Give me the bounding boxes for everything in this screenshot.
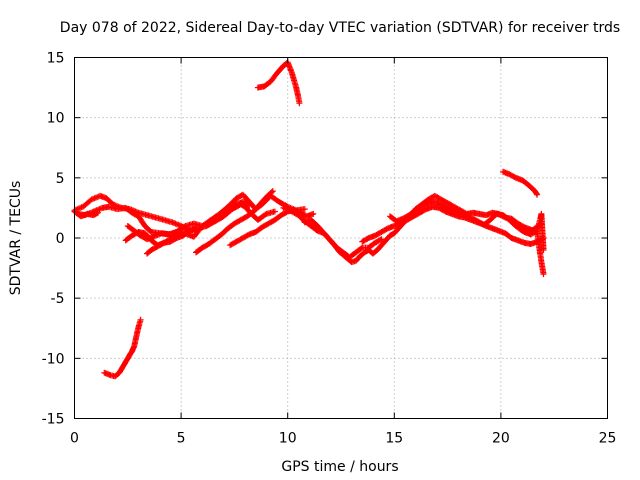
data-points [71, 59, 547, 380]
x-tick-label: 20 [492, 431, 510, 447]
series-track-12 [387, 198, 547, 247]
data-markers [193, 188, 276, 256]
series-track-6 [144, 225, 199, 257]
data-markers [500, 168, 541, 198]
series-track-15 [500, 168, 541, 198]
x-axis-title: GPS time / hours [281, 459, 398, 475]
x-tick-label: 5 [177, 431, 186, 447]
y-axis-title: SDTVAR / TECUs [8, 181, 24, 296]
series-track-13 [508, 210, 547, 253]
data-markers [508, 210, 547, 253]
x-tick-label: 10 [279, 431, 297, 447]
x-tick-label: 25 [599, 431, 617, 447]
series-track-7 [193, 188, 276, 256]
y-tick-label: -10 [42, 351, 65, 367]
y-tick-label: 15 [47, 51, 65, 67]
series-track-14 [254, 59, 303, 107]
y-tick-label: 10 [47, 111, 65, 127]
series-track-10 [295, 208, 385, 261]
y-tick-label: -15 [42, 412, 65, 428]
tick-labels: 0 5 10 15 20 25 -15 -10 -5 0 5 10 15 [42, 51, 617, 447]
axis-ticks [74, 57, 608, 419]
data-markers [254, 59, 303, 107]
data-markers [295, 208, 385, 261]
y-tick-label: 0 [56, 231, 65, 247]
y-tick-label: 5 [56, 171, 65, 187]
data-markers [387, 198, 547, 247]
chart-title: Day 078 of 2022, Sidereal Day-to-day VTE… [60, 20, 620, 36]
data-markers [101, 316, 144, 380]
x-tick-label: 0 [70, 431, 79, 447]
data-markers [144, 225, 199, 257]
series-track-16 [101, 316, 144, 380]
x-tick-label: 15 [385, 431, 403, 447]
y-tick-label: -5 [51, 291, 65, 307]
